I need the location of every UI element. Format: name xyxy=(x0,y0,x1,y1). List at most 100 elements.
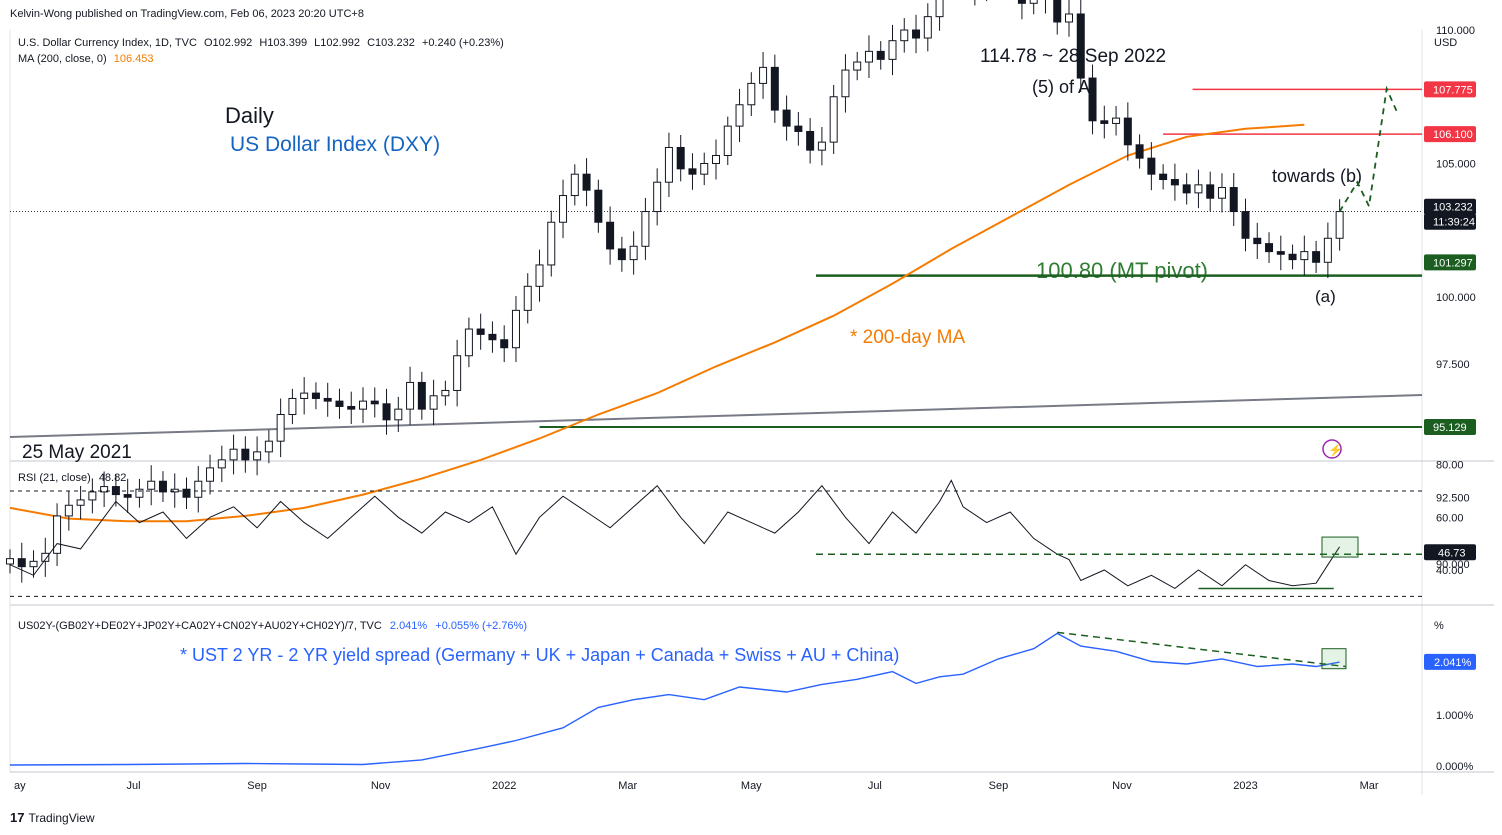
ma200-line[interactable] xyxy=(9,123,1305,523)
spread-trend-dashed[interactable] xyxy=(1057,631,1346,668)
candle-body[interactable] xyxy=(664,146,673,183)
candle-body[interactable] xyxy=(841,69,850,98)
price-label[interactable]: 11:39:24 xyxy=(1424,213,1476,230)
projection-path[interactable] xyxy=(1338,85,1400,213)
lightning-icon[interactable]: ⚡ xyxy=(1322,439,1343,459)
candle-body[interactable] xyxy=(1312,251,1321,263)
candle-body[interactable] xyxy=(935,0,944,18)
candle-body[interactable] xyxy=(876,50,885,60)
candle-body[interactable] xyxy=(311,392,320,399)
candle-body[interactable] xyxy=(229,448,238,461)
candle-body[interactable] xyxy=(217,459,226,469)
candle-body[interactable] xyxy=(712,154,720,165)
candle-body[interactable] xyxy=(147,480,156,490)
candle-body[interactable] xyxy=(747,82,756,106)
price-label[interactable]: 95.129 xyxy=(1424,419,1476,436)
candle-body[interactable] xyxy=(288,397,297,415)
candle-body[interactable] xyxy=(1182,184,1191,194)
candle-body[interactable] xyxy=(182,488,191,498)
candle-body[interactable] xyxy=(1265,243,1274,253)
candle-body[interactable] xyxy=(1323,237,1332,263)
candle-body[interactable] xyxy=(323,397,332,402)
candle-body[interactable] xyxy=(264,440,273,453)
candle-body[interactable] xyxy=(135,488,144,498)
candle-body[interactable] xyxy=(806,130,815,151)
candle-body[interactable] xyxy=(535,264,544,287)
candle-body[interactable] xyxy=(100,486,109,493)
candle-body[interactable] xyxy=(794,125,803,132)
candle-body[interactable] xyxy=(653,181,662,213)
candle-body[interactable] xyxy=(6,558,14,565)
candle-body[interactable] xyxy=(770,66,779,111)
candle-body[interactable] xyxy=(123,494,132,498)
candle-body[interactable] xyxy=(1276,251,1285,255)
candle-body[interactable] xyxy=(253,451,262,461)
candle-body[interactable] xyxy=(570,173,579,197)
candle-body[interactable] xyxy=(782,109,791,127)
candle-body[interactable] xyxy=(606,221,615,250)
price-label[interactable]: 106.100 xyxy=(1424,126,1476,143)
candle-body[interactable] xyxy=(1029,0,1038,4)
rsi-line[interactable] xyxy=(9,479,1341,589)
candle-body[interactable] xyxy=(641,211,650,247)
candle-body[interactable] xyxy=(241,448,250,461)
candle-body[interactable] xyxy=(900,29,909,42)
candle-body[interactable] xyxy=(300,392,309,399)
candle-body[interactable] xyxy=(347,405,356,410)
candle-body[interactable] xyxy=(64,504,73,517)
candle-body[interactable] xyxy=(700,163,709,175)
candle-body[interactable] xyxy=(676,146,685,170)
candle-body[interactable] xyxy=(912,29,921,39)
spread-legend[interactable]: US02Y-(GB02Y+DE02Y+JP02Y+CA02Y+CN02Y+AU0… xyxy=(18,620,527,632)
candle-body[interactable] xyxy=(1053,0,1062,23)
candle-body[interactable] xyxy=(688,168,697,175)
main-pane[interactable] xyxy=(6,0,1423,583)
candle-body[interactable] xyxy=(1135,144,1144,159)
candle-body[interactable] xyxy=(88,491,97,501)
candle-body[interactable] xyxy=(1170,179,1179,186)
spread-pane[interactable] xyxy=(9,631,1347,766)
price-label[interactable]: 103.232 xyxy=(1424,198,1476,215)
rsi-last-label[interactable]: 46.73 xyxy=(1424,544,1476,561)
candle-body[interactable] xyxy=(276,413,285,442)
candle-body[interactable] xyxy=(1100,120,1109,124)
candle-body[interactable] xyxy=(1088,77,1097,122)
candle-body[interactable] xyxy=(617,248,626,261)
candle-body[interactable] xyxy=(829,96,838,143)
candle-body[interactable] xyxy=(1123,117,1132,146)
candle-body[interactable] xyxy=(394,408,403,421)
candle-body[interactable] xyxy=(511,309,520,349)
candle-body[interactable] xyxy=(194,480,203,498)
candle-body[interactable] xyxy=(1335,211,1344,239)
candle-body[interactable] xyxy=(76,499,85,506)
candles[interactable] xyxy=(6,0,1344,583)
candle-body[interactable] xyxy=(735,104,744,127)
candle-body[interactable] xyxy=(417,381,426,410)
candle-body[interactable] xyxy=(158,480,167,493)
candle-body[interactable] xyxy=(1112,117,1121,124)
price-label[interactable]: 101.297 xyxy=(1424,254,1476,271)
candle-body[interactable] xyxy=(53,515,62,554)
candle-body[interactable] xyxy=(1229,187,1238,213)
candle-body[interactable] xyxy=(1159,173,1168,181)
candle-body[interactable] xyxy=(453,355,462,391)
candle-body[interactable] xyxy=(523,285,532,311)
candle-body[interactable] xyxy=(1288,253,1297,261)
candle-body[interactable] xyxy=(1241,211,1250,239)
candle-body[interactable] xyxy=(382,403,391,421)
candle-body[interactable] xyxy=(923,16,932,39)
candle-body[interactable] xyxy=(1194,184,1203,194)
candle-body[interactable] xyxy=(1147,157,1156,175)
candle-body[interactable] xyxy=(853,61,862,71)
rsi-highlight-box[interactable] xyxy=(1321,536,1359,558)
candle-body[interactable] xyxy=(29,560,38,568)
candle-body[interactable] xyxy=(1217,187,1226,199)
candle-body[interactable] xyxy=(1065,13,1073,23)
candle-body[interactable] xyxy=(476,328,485,335)
candle-body[interactable] xyxy=(723,125,732,156)
candle-body[interactable] xyxy=(335,400,344,407)
candle-body[interactable] xyxy=(488,333,497,341)
tradingview-footer[interactable]: 17 TradingView xyxy=(10,810,95,825)
spread-line[interactable] xyxy=(9,632,1340,766)
candle-body[interactable] xyxy=(370,400,379,405)
